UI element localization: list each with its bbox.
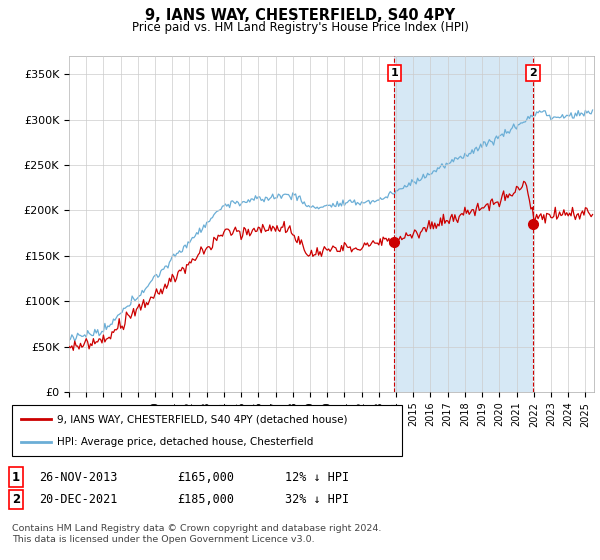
Text: HPI: Average price, detached house, Chesterfield: HPI: Average price, detached house, Ches…	[57, 437, 313, 447]
Text: £185,000: £185,000	[177, 493, 234, 506]
Text: 2: 2	[529, 68, 537, 78]
Text: 1: 1	[391, 68, 398, 78]
Text: 32% ↓ HPI: 32% ↓ HPI	[285, 493, 349, 506]
Text: 20-DEC-2021: 20-DEC-2021	[39, 493, 118, 506]
Bar	[394, 56, 533, 392]
Text: £165,000: £165,000	[177, 470, 234, 484]
Text: 26-NOV-2013: 26-NOV-2013	[39, 470, 118, 484]
Text: 1: 1	[12, 470, 20, 484]
Text: Price paid vs. HM Land Registry's House Price Index (HPI): Price paid vs. HM Land Registry's House …	[131, 21, 469, 34]
Text: 12% ↓ HPI: 12% ↓ HPI	[285, 470, 349, 484]
Text: 2: 2	[12, 493, 20, 506]
Text: Contains HM Land Registry data © Crown copyright and database right 2024.
This d: Contains HM Land Registry data © Crown c…	[12, 524, 382, 544]
Text: 9, IANS WAY, CHESTERFIELD, S40 4PY (detached house): 9, IANS WAY, CHESTERFIELD, S40 4PY (deta…	[57, 414, 347, 424]
Text: 9, IANS WAY, CHESTERFIELD, S40 4PY: 9, IANS WAY, CHESTERFIELD, S40 4PY	[145, 8, 455, 24]
